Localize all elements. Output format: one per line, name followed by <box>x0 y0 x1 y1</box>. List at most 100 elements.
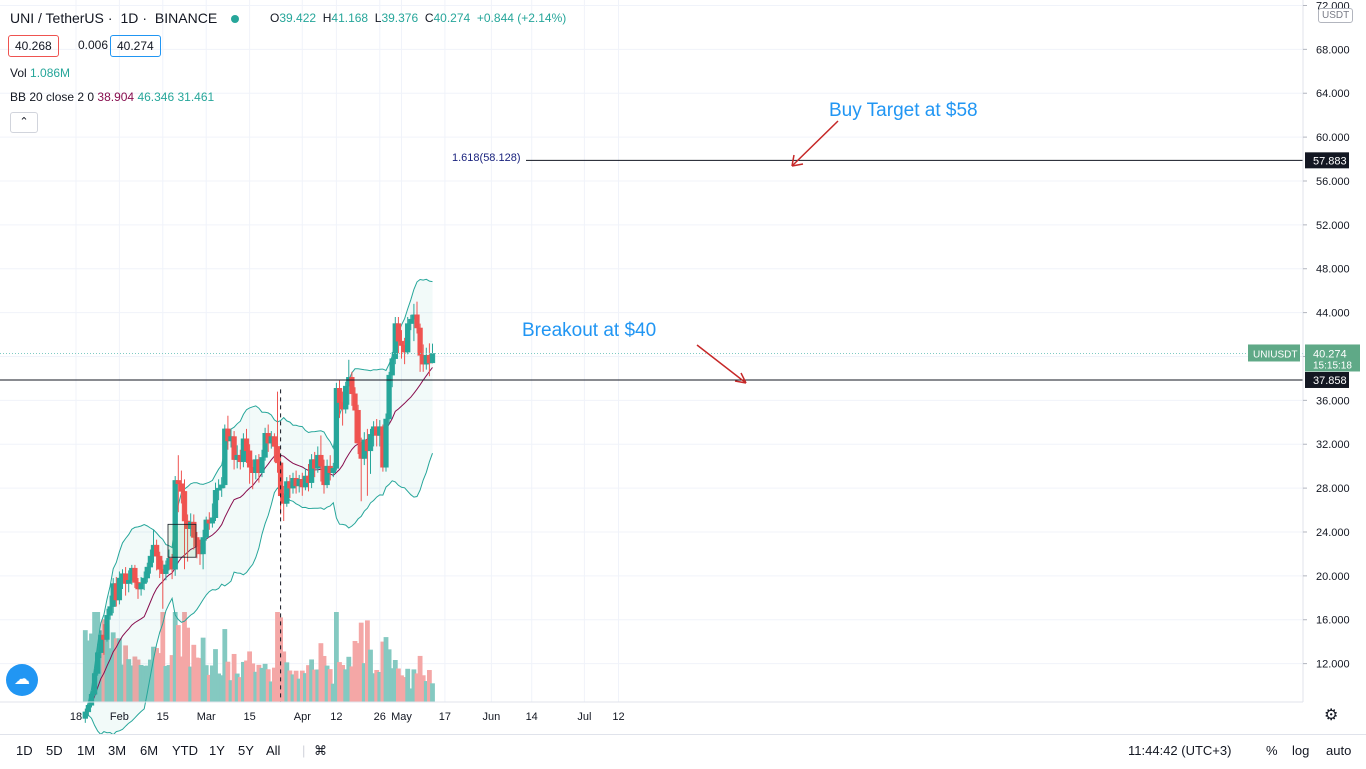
percent-toggle[interactable]: % <box>1266 743 1278 758</box>
volume-bar <box>281 651 287 702</box>
candle-body <box>209 517 216 524</box>
tf-all[interactable]: All <box>266 743 281 758</box>
tf-6m[interactable]: 6M <box>140 743 159 758</box>
volume-bar <box>206 674 212 702</box>
candle-body <box>215 487 222 491</box>
price-tick-label: 24.000 <box>1316 527 1350 539</box>
volume-bar <box>368 649 373 702</box>
volume-bar <box>120 664 125 702</box>
symbol-tag-label: UNIUSDT <box>1253 349 1297 360</box>
highlight-box <box>167 523 197 558</box>
tf-1m[interactable]: 1M <box>77 743 96 758</box>
tf-1y[interactable]: 1Y <box>209 743 225 758</box>
volume-bar <box>213 649 218 702</box>
spread-value: 0.006 <box>78 38 109 52</box>
bb-basis-value: 38.904 <box>97 90 135 104</box>
candle-body <box>414 314 420 329</box>
volume-bar <box>231 653 237 702</box>
volume-bar <box>275 612 280 702</box>
volume-bar <box>402 677 407 702</box>
time-tick-label: Jul <box>577 711 591 723</box>
price-tick-label: 64.000 <box>1316 88 1350 100</box>
time-tick-label: 15 <box>157 711 169 723</box>
candle-body <box>219 484 225 489</box>
volume-bar <box>126 659 132 702</box>
tradingview-logo-icon[interactable]: ☁ <box>6 664 38 696</box>
volume-bar <box>284 662 290 702</box>
volume-bar <box>355 643 361 702</box>
high-value: 41.168 <box>331 11 369 25</box>
volume-bar <box>330 683 336 702</box>
candle-body <box>417 327 423 356</box>
tf-5d[interactable]: 5D <box>46 743 63 758</box>
time-tick-label: 14 <box>526 711 538 723</box>
candle-body <box>203 519 209 538</box>
exchange-label: BINANCE <box>154 10 218 26</box>
volume-bar <box>107 648 113 702</box>
candle-body <box>141 577 147 584</box>
volume-bar <box>141 665 147 702</box>
buy-price-button[interactable]: 40.274 <box>110 35 161 57</box>
volume-bar <box>234 673 240 702</box>
price-tick-label: 44.000 <box>1316 308 1350 320</box>
volume-bar <box>247 651 252 702</box>
volume-bar <box>315 669 321 702</box>
bollinger-legend[interactable]: BB 20 close 2 0 38.904 46.346 31.461 <box>10 90 215 104</box>
volume-bar <box>389 668 395 702</box>
candle-body <box>212 490 219 518</box>
bb-fill <box>85 279 433 735</box>
candle-body <box>405 323 411 353</box>
interval-label[interactable]: 1D <box>120 10 139 26</box>
log-toggle[interactable]: log <box>1292 743 1310 758</box>
calendar-range-icon[interactable]: ⌘ <box>314 743 327 758</box>
volume-bar <box>268 681 274 702</box>
volume-bar <box>160 612 166 702</box>
volume-bar <box>346 656 352 702</box>
volume-bar <box>293 670 299 702</box>
volume-bar <box>86 640 91 702</box>
candle-body <box>243 438 250 452</box>
volume-bar <box>253 671 259 702</box>
volume-bar <box>203 665 209 702</box>
candle-body <box>175 480 181 484</box>
chevron-up-icon[interactable]: ⌃ <box>10 112 38 133</box>
volume-legend[interactable]: Vol 1.086M <box>10 66 71 80</box>
volume-bar <box>185 627 190 702</box>
volume-bar <box>101 619 107 702</box>
tf-5y[interactable]: 5Y <box>238 743 254 758</box>
time-tick-label: 12 <box>330 711 342 723</box>
price-tick-label: 68.000 <box>1316 44 1350 56</box>
candle-body <box>318 454 324 467</box>
tf-1d[interactable]: 1D <box>16 743 33 758</box>
candle-body <box>355 409 361 444</box>
volume-bar <box>172 612 178 702</box>
candle-body <box>98 634 104 653</box>
currency-label[interactable]: USDT <box>1318 8 1354 23</box>
clock[interactable]: 11:44:42 (UTC+3) <box>1128 743 1232 758</box>
volume-bar <box>374 669 380 702</box>
bb-lower-value: 31.461 <box>177 90 215 104</box>
gear-icon[interactable]: ⚙ <box>1324 707 1339 724</box>
symbol-name[interactable]: UNI / TetherUS <box>10 10 104 26</box>
breakout-arrow <box>696 344 747 384</box>
volume-bar <box>179 656 184 702</box>
volume-bar <box>82 630 88 702</box>
time-tick-label: 26 <box>374 711 386 723</box>
candle-body <box>225 428 231 442</box>
tf-ytd[interactable]: YTD <box>172 743 198 758</box>
bb-lower-line <box>84 453 433 736</box>
tf-3m[interactable]: 3M <box>108 743 127 758</box>
volume-bar <box>420 675 426 702</box>
time-tick-label: 18 <box>70 711 82 723</box>
volume-bar <box>343 669 349 702</box>
volume-bar <box>352 640 358 702</box>
volume-bar <box>349 666 355 702</box>
volume-bar <box>340 665 345 702</box>
fib-price-label: 57.883 <box>1313 155 1347 167</box>
sell-price-button[interactable]: 40.268 <box>8 35 59 57</box>
volume-bar <box>191 644 197 702</box>
volume-bar <box>408 688 414 702</box>
candle-body <box>333 388 340 469</box>
auto-toggle[interactable]: auto <box>1326 743 1352 758</box>
